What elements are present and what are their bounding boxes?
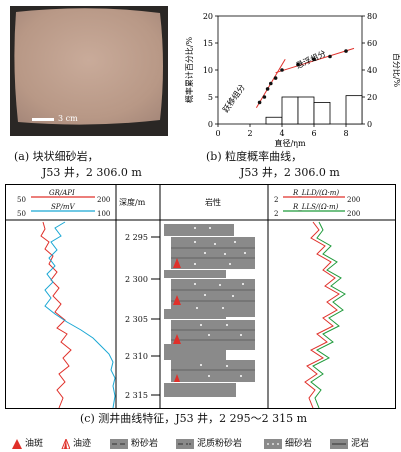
data-point-9 bbox=[344, 49, 348, 53]
histogram-bar-1 bbox=[281, 96, 299, 125]
x-tick-label-0: 0 bbox=[215, 129, 220, 138]
histogram-bar-0 bbox=[265, 116, 283, 125]
yl-tick-label-0: 0 bbox=[208, 120, 213, 129]
muddy-siltstone-icon bbox=[176, 438, 194, 449]
legend-oil-trace: 油迹 bbox=[60, 436, 91, 449]
data-point-2 bbox=[265, 87, 270, 91]
data-point-3 bbox=[269, 81, 273, 86]
histogram-bar-2 bbox=[297, 96, 315, 125]
well-log-svg bbox=[5, 184, 396, 409]
data-point-5 bbox=[280, 68, 284, 72]
legend-siltstone: 粉砂岩 bbox=[110, 436, 158, 449]
fine-sandstone-icon bbox=[264, 438, 282, 449]
histogram-bar-3 bbox=[313, 102, 331, 125]
mudstone-icon bbox=[330, 438, 348, 449]
sp-label: SP/mV bbox=[51, 203, 75, 211]
x-tick-label-4: 8 bbox=[343, 129, 348, 138]
caption-b-line1: (b) 粒度概率曲线， bbox=[206, 150, 303, 163]
x-axis-label: 直径/ηm bbox=[274, 138, 305, 148]
x-tick-label-2: 4 bbox=[279, 129, 284, 138]
oil-spot-icon bbox=[12, 438, 22, 449]
yr-tick-label-2: 40 bbox=[367, 66, 377, 75]
sp-max: 100 bbox=[97, 210, 111, 218]
rlls-max: 200 bbox=[347, 210, 361, 218]
lithology-column bbox=[164, 224, 255, 397]
annot-jump: 跃移组分 bbox=[220, 82, 247, 114]
x-tick-label-3: 6 bbox=[311, 129, 316, 138]
log-frame bbox=[5, 184, 396, 409]
x-tick-label-1: 2 bbox=[247, 129, 252, 138]
yl-tick-label-4: 20 bbox=[203, 12, 213, 21]
gr-curve bbox=[40, 221, 72, 409]
y-left-label: 概率累计百分比/% bbox=[184, 36, 194, 103]
depth-label-0: 2 295 bbox=[125, 233, 148, 242]
yl-tick-label-3: 15 bbox=[203, 39, 213, 48]
legend-muddy-siltstone: 泥质粉砂岩 bbox=[176, 436, 242, 449]
yr-tick-label-1: 20 bbox=[367, 93, 377, 102]
data-point-1 bbox=[262, 95, 267, 99]
sp-min: 50 bbox=[17, 210, 26, 218]
depth-header: 深度/m bbox=[119, 198, 146, 207]
legend-mudstone: 泥岩 bbox=[330, 436, 369, 449]
data-point-8 bbox=[328, 54, 332, 59]
grain-size-chart: 0 2 4 6 8 0 5 10 15 20 0 20 40 60 80 概率累计百分比/% 百分比/% 直径/η… bbox=[182, 2, 401, 148]
yr-tick-label-0: 0 bbox=[367, 120, 372, 129]
yl-tick-label-1: 5 bbox=[208, 93, 213, 102]
rlld-curve bbox=[304, 221, 340, 409]
gr-max: 200 bbox=[97, 196, 111, 204]
rlls-label: R_LLS/(Ω·m) bbox=[293, 203, 339, 211]
yl-tick-label-2: 10 bbox=[203, 66, 213, 75]
data-point-6 bbox=[296, 62, 300, 67]
rock-core-photo: 3 cm bbox=[10, 6, 168, 136]
data-point-4 bbox=[273, 76, 278, 80]
siltstone-icon bbox=[110, 438, 128, 449]
sp-curve bbox=[44, 221, 116, 409]
scale-label: 3 cm bbox=[58, 114, 78, 123]
lith-header: 岩性 bbox=[205, 198, 221, 207]
legend-oil-spot: 油斑 bbox=[12, 436, 43, 449]
yr-tick-label-4: 80 bbox=[367, 12, 377, 21]
caption-a-line2: J53 井，2 306.0 m bbox=[42, 166, 142, 179]
oil-trace-icon bbox=[61, 438, 70, 449]
rlls-curve bbox=[310, 221, 346, 409]
caption-a-line1: (a) 块状细砂岩， bbox=[14, 150, 99, 163]
depth-label-1: 2 300 bbox=[125, 275, 148, 284]
rock-photo-graphic bbox=[10, 6, 168, 136]
rlld-min: 2 bbox=[274, 196, 279, 204]
depth-label-2: 2 305 bbox=[125, 315, 148, 324]
y-right-label: 百分比/% bbox=[392, 53, 400, 88]
rlld-max: 200 bbox=[347, 196, 361, 204]
rlls-min: 2 bbox=[274, 210, 279, 218]
caption-b-line2: J53 井，2 306.0 m bbox=[240, 166, 340, 179]
histogram-bar-4 bbox=[345, 95, 363, 125]
gr-min: 50 bbox=[17, 196, 26, 204]
caption-c: (c) 测井曲线特征，J53 井，2 295～2 315 m bbox=[80, 412, 308, 425]
data-point-0 bbox=[257, 100, 262, 105]
rlld-label: R_LLD/(Ω·m) bbox=[293, 189, 340, 197]
depth-label-3: 2 310 bbox=[125, 352, 148, 361]
depth-label-4: 2 315 bbox=[125, 391, 148, 400]
data-point-7 bbox=[312, 57, 316, 61]
legend: 油斑 油迹 粉砂岩 泥质粉砂岩 细砂岩 泥岩 bbox=[0, 434, 401, 452]
gr-label: GR/API bbox=[49, 189, 75, 197]
well-log-panel: GR/API 50 200 SP/mV 50 100 深度/m 岩性 R_LLD… bbox=[5, 184, 396, 409]
legend-fine-sandstone: 细砂岩 bbox=[264, 436, 312, 449]
yr-tick-label-3: 60 bbox=[367, 39, 377, 48]
annot-suspend: 悬浮组分 bbox=[294, 48, 327, 71]
depth-ticks bbox=[151, 236, 160, 396]
